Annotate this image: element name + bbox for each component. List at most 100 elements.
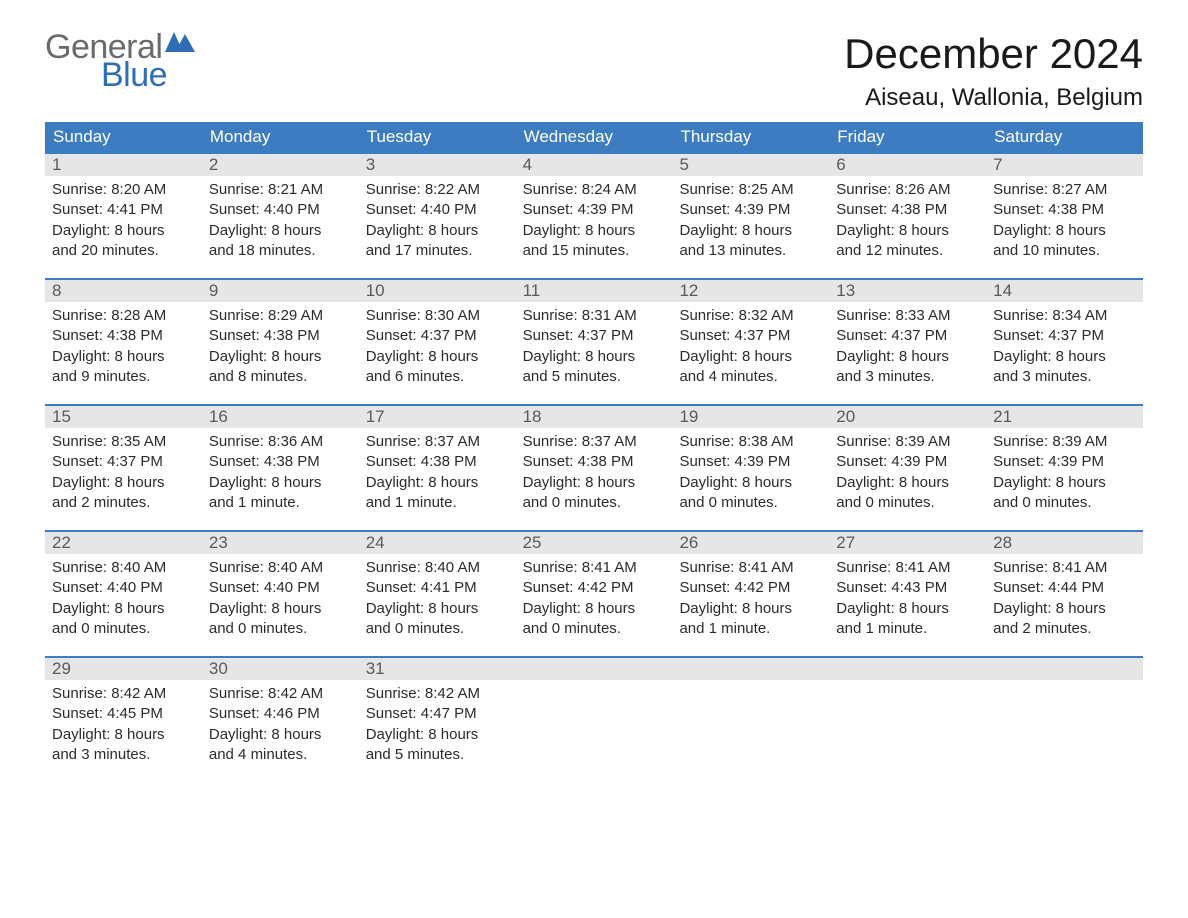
day-number: 3 [359, 154, 516, 176]
day-cell: 29Sunrise: 8:42 AMSunset: 4:45 PMDayligh… [45, 658, 202, 782]
day-details: Sunrise: 8:35 AMSunset: 4:37 PMDaylight:… [45, 428, 202, 513]
detail-d1: Daylight: 8 hours [993, 473, 1136, 493]
day-cell: 31Sunrise: 8:42 AMSunset: 4:47 PMDayligh… [359, 658, 516, 782]
day-details: Sunrise: 8:41 AMSunset: 4:42 PMDaylight:… [672, 554, 829, 639]
detail-d1: Daylight: 8 hours [523, 473, 666, 493]
day-number: 18 [516, 406, 673, 428]
detail-sunset: Sunset: 4:40 PM [209, 200, 352, 220]
detail-d1: Daylight: 8 hours [366, 347, 509, 367]
day-number: 21 [986, 406, 1143, 428]
day-number: 17 [359, 406, 516, 428]
day-number: 4 [516, 154, 673, 176]
detail-sunrise: Sunrise: 8:41 AM [993, 558, 1136, 578]
title-block: December 2024 Aiseau, Wallonia, Belgium [844, 30, 1143, 112]
detail-sunset: Sunset: 4:37 PM [52, 452, 195, 472]
detail-sunset: Sunset: 4:38 PM [366, 452, 509, 472]
location-text: Aiseau, Wallonia, Belgium [844, 84, 1143, 112]
day-number: 26 [672, 532, 829, 554]
day-details: Sunrise: 8:31 AMSunset: 4:37 PMDaylight:… [516, 302, 673, 387]
detail-sunset: Sunset: 4:42 PM [679, 578, 822, 598]
detail-d2: and 1 minute. [366, 493, 509, 513]
day-number: 16 [202, 406, 359, 428]
detail-d1: Daylight: 8 hours [679, 473, 822, 493]
day-number: 7 [986, 154, 1143, 176]
detail-sunrise: Sunrise: 8:39 AM [993, 432, 1136, 452]
detail-d1: Daylight: 8 hours [209, 599, 352, 619]
week-row: 1Sunrise: 8:20 AMSunset: 4:41 PMDaylight… [45, 152, 1143, 278]
day-cell: 11Sunrise: 8:31 AMSunset: 4:37 PMDayligh… [516, 280, 673, 404]
detail-sunset: Sunset: 4:45 PM [52, 704, 195, 724]
day-number: 1 [45, 154, 202, 176]
weeks-container: 1Sunrise: 8:20 AMSunset: 4:41 PMDaylight… [45, 152, 1143, 782]
day-cell: 22Sunrise: 8:40 AMSunset: 4:40 PMDayligh… [45, 532, 202, 656]
day-cell: 25Sunrise: 8:41 AMSunset: 4:42 PMDayligh… [516, 532, 673, 656]
day-cell: 30Sunrise: 8:42 AMSunset: 4:46 PMDayligh… [202, 658, 359, 782]
detail-d2: and 3 minutes. [993, 367, 1136, 387]
day-details: Sunrise: 8:30 AMSunset: 4:37 PMDaylight:… [359, 302, 516, 387]
day-number-bar [986, 658, 1143, 680]
detail-sunrise: Sunrise: 8:38 AM [679, 432, 822, 452]
day-cell: 1Sunrise: 8:20 AMSunset: 4:41 PMDaylight… [45, 154, 202, 278]
day-cell: 9Sunrise: 8:29 AMSunset: 4:38 PMDaylight… [202, 280, 359, 404]
day-details: Sunrise: 8:28 AMSunset: 4:38 PMDaylight:… [45, 302, 202, 387]
detail-sunset: Sunset: 4:37 PM [679, 326, 822, 346]
detail-sunrise: Sunrise: 8:41 AM [836, 558, 979, 578]
detail-sunset: Sunset: 4:37 PM [993, 326, 1136, 346]
detail-d2: and 1 minute. [679, 619, 822, 639]
detail-d1: Daylight: 8 hours [523, 221, 666, 241]
day-details: Sunrise: 8:42 AMSunset: 4:47 PMDaylight:… [359, 680, 516, 765]
detail-d2: and 5 minutes. [523, 367, 666, 387]
detail-sunset: Sunset: 4:43 PM [836, 578, 979, 598]
detail-d2: and 17 minutes. [366, 241, 509, 261]
day-cell: 24Sunrise: 8:40 AMSunset: 4:41 PMDayligh… [359, 532, 516, 656]
detail-sunrise: Sunrise: 8:37 AM [366, 432, 509, 452]
detail-sunset: Sunset: 4:46 PM [209, 704, 352, 724]
detail-sunrise: Sunrise: 8:40 AM [209, 558, 352, 578]
detail-sunrise: Sunrise: 8:36 AM [209, 432, 352, 452]
detail-d2: and 2 minutes. [993, 619, 1136, 639]
detail-sunset: Sunset: 4:39 PM [679, 200, 822, 220]
detail-sunset: Sunset: 4:39 PM [523, 200, 666, 220]
detail-d1: Daylight: 8 hours [836, 221, 979, 241]
detail-d2: and 0 minutes. [209, 619, 352, 639]
day-header-saturday: Saturday [986, 122, 1143, 152]
detail-sunrise: Sunrise: 8:34 AM [993, 306, 1136, 326]
detail-sunset: Sunset: 4:38 PM [209, 452, 352, 472]
detail-d2: and 12 minutes. [836, 241, 979, 261]
detail-sunset: Sunset: 4:39 PM [679, 452, 822, 472]
day-details: Sunrise: 8:41 AMSunset: 4:42 PMDaylight:… [516, 554, 673, 639]
detail-d2: and 10 minutes. [993, 241, 1136, 261]
detail-d2: and 1 minute. [836, 619, 979, 639]
day-details: Sunrise: 8:37 AMSunset: 4:38 PMDaylight:… [516, 428, 673, 513]
day-cell: 12Sunrise: 8:32 AMSunset: 4:37 PMDayligh… [672, 280, 829, 404]
day-number-bar [516, 658, 673, 680]
day-cell: 15Sunrise: 8:35 AMSunset: 4:37 PMDayligh… [45, 406, 202, 530]
detail-d1: Daylight: 8 hours [993, 221, 1136, 241]
day-header-friday: Friday [829, 122, 986, 152]
detail-d2: and 6 minutes. [366, 367, 509, 387]
detail-sunset: Sunset: 4:37 PM [366, 326, 509, 346]
detail-d1: Daylight: 8 hours [52, 725, 195, 745]
day-details: Sunrise: 8:27 AMSunset: 4:38 PMDaylight:… [986, 176, 1143, 261]
day-number: 23 [202, 532, 359, 554]
day-header-sunday: Sunday [45, 122, 202, 152]
detail-d2: and 0 minutes. [523, 619, 666, 639]
detail-d1: Daylight: 8 hours [366, 599, 509, 619]
day-cell: 23Sunrise: 8:40 AMSunset: 4:40 PMDayligh… [202, 532, 359, 656]
day-cell: 27Sunrise: 8:41 AMSunset: 4:43 PMDayligh… [829, 532, 986, 656]
day-details: Sunrise: 8:40 AMSunset: 4:41 PMDaylight:… [359, 554, 516, 639]
header-row: General Blue December 2024 Aiseau, Wallo… [45, 30, 1143, 112]
day-number: 28 [986, 532, 1143, 554]
day-cell: 7Sunrise: 8:27 AMSunset: 4:38 PMDaylight… [986, 154, 1143, 278]
detail-sunset: Sunset: 4:41 PM [366, 578, 509, 598]
day-details: Sunrise: 8:34 AMSunset: 4:37 PMDaylight:… [986, 302, 1143, 387]
detail-d1: Daylight: 8 hours [52, 221, 195, 241]
detail-d1: Daylight: 8 hours [209, 347, 352, 367]
detail-d1: Daylight: 8 hours [523, 599, 666, 619]
day-number: 31 [359, 658, 516, 680]
detail-sunset: Sunset: 4:40 PM [52, 578, 195, 598]
detail-d1: Daylight: 8 hours [52, 347, 195, 367]
detail-d2: and 1 minute. [209, 493, 352, 513]
page-title: December 2024 [844, 30, 1143, 78]
detail-d2: and 0 minutes. [366, 619, 509, 639]
